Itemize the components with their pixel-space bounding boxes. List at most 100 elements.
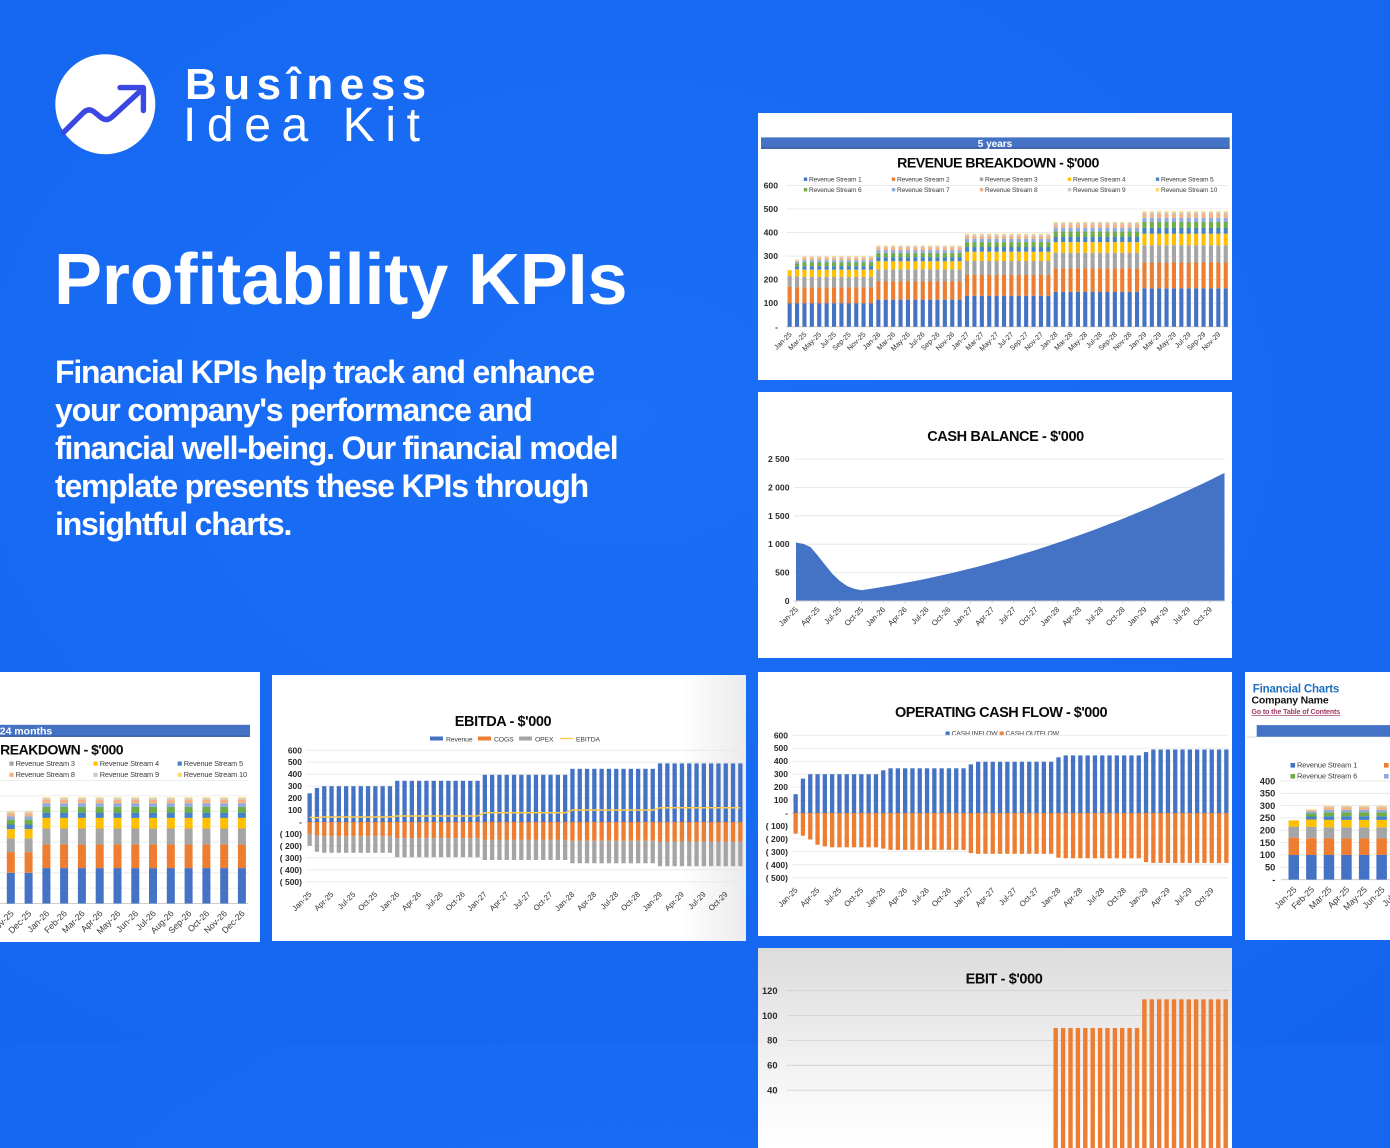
svg-text:Jul-25: Jul-25	[1380, 884, 1390, 908]
svg-text:Jul-28: Jul-28	[1084, 605, 1105, 626]
svg-text:Revenue Stream 6: Revenue Stream 6	[809, 187, 862, 194]
svg-text:Jul-26: Jul-26	[909, 605, 930, 626]
svg-text:Jul-28: Jul-28	[1085, 886, 1106, 907]
svg-text:Go to the Table of Contents: Go to the Table of Contents	[1252, 709, 1341, 716]
svg-text:500: 500	[775, 568, 790, 578]
svg-text:Revenue Stream 1: Revenue Stream 1	[809, 176, 862, 183]
svg-text:EBITDA: EBITDA	[576, 737, 601, 744]
svg-text:Revenue: Revenue	[446, 737, 473, 744]
svg-text:Apr-27: Apr-27	[488, 890, 511, 913]
svg-text:Oct-29: Oct-29	[1191, 605, 1214, 628]
svg-text:350: 350	[1260, 789, 1276, 799]
svg-text:400: 400	[774, 756, 788, 766]
svg-text:( 400): ( 400)	[280, 865, 302, 875]
svg-text:Apr-27: Apr-27	[973, 605, 996, 628]
svg-text:Jan-25: Jan-25	[776, 885, 800, 909]
svg-text:REVENUE BREAKDOWN - $'000: REVENUE BREAKDOWN - $'000	[897, 156, 1099, 172]
svg-text:Apr-25: Apr-25	[799, 605, 822, 628]
svg-text:Jan-29: Jan-29	[641, 890, 664, 913]
svg-text:( 300): ( 300)	[766, 847, 788, 857]
svg-text:Jul-27: Jul-27	[997, 605, 1018, 626]
svg-text:400: 400	[288, 769, 302, 779]
svg-text:300: 300	[1260, 801, 1276, 811]
svg-text:Revenue Stream 7: Revenue Stream 7	[897, 187, 950, 194]
svg-text:( 300): ( 300)	[280, 853, 302, 863]
svg-text:Jan-26: Jan-26	[864, 605, 887, 628]
svg-text:( 500): ( 500)	[280, 877, 302, 887]
svg-text:Revenue Stream 8: Revenue Stream 8	[16, 770, 75, 779]
svg-text:REVENUE BREAKDOWN - $'000: REVENUE BREAKDOWN - $'000	[0, 742, 124, 758]
svg-text:Apr-29: Apr-29	[663, 890, 686, 913]
svg-text:24 months: 24 months	[0, 725, 52, 737]
svg-text:Jul-25: Jul-25	[336, 889, 358, 911]
svg-text:100: 100	[764, 298, 779, 308]
svg-text:40: 40	[767, 1086, 777, 1096]
svg-text:Jul-27: Jul-27	[997, 886, 1018, 907]
svg-text:Apr-27: Apr-27	[974, 886, 997, 909]
svg-text:-: -	[785, 808, 788, 818]
svg-text:1 500: 1 500	[768, 511, 790, 521]
svg-text:Jan-26: Jan-26	[378, 890, 401, 913]
svg-text:Revenue Stream 9: Revenue Stream 9	[1073, 187, 1126, 194]
svg-text:Oct-27: Oct-27	[1017, 605, 1040, 628]
svg-text:Oct-25: Oct-25	[843, 605, 866, 628]
svg-text:200: 200	[288, 793, 302, 803]
svg-text:Oct-28: Oct-28	[1104, 605, 1127, 628]
svg-text:300: 300	[764, 251, 779, 261]
svg-text:Oct-28: Oct-28	[619, 890, 642, 913]
svg-text:( 100): ( 100)	[280, 829, 302, 839]
svg-text:Jan-28: Jan-28	[553, 890, 576, 913]
svg-text:300: 300	[288, 781, 302, 791]
svg-text:200: 200	[764, 275, 779, 285]
svg-text:Apr-25: Apr-25	[798, 885, 821, 908]
svg-text:Jul-29: Jul-29	[686, 890, 707, 911]
svg-text:300: 300	[774, 769, 788, 779]
svg-text:( 200): ( 200)	[280, 841, 302, 851]
svg-text:2 500: 2 500	[768, 454, 790, 464]
svg-text:Apr-28: Apr-28	[1060, 605, 1083, 628]
svg-text:0: 0	[785, 596, 790, 606]
svg-text:Jul-25: Jul-25	[822, 885, 844, 907]
svg-text:600: 600	[764, 180, 779, 190]
svg-text:( 200): ( 200)	[766, 834, 788, 844]
svg-text:Revenue Stream 2: Revenue Stream 2	[897, 176, 950, 183]
svg-text:Oct-25: Oct-25	[842, 885, 865, 908]
svg-text:Jan-29: Jan-29	[1126, 605, 1149, 628]
svg-text:60: 60	[767, 1061, 777, 1071]
svg-text:Oct-25: Oct-25	[356, 889, 379, 912]
svg-text:-: -	[299, 817, 302, 827]
svg-text:Revenue Stream 1: Revenue Stream 1	[1297, 761, 1357, 770]
svg-text:Oct-29: Oct-29	[1193, 886, 1216, 909]
svg-text:Revenue Stream 10: Revenue Stream 10	[184, 770, 247, 779]
svg-text:400: 400	[764, 228, 779, 238]
svg-text:Jan-25: Jan-25	[290, 889, 314, 913]
svg-text:Financial Charts: Financial Charts	[1253, 684, 1339, 696]
svg-text:Jul-27: Jul-27	[511, 890, 532, 911]
svg-text:50: 50	[1265, 863, 1275, 873]
svg-text:1 000: 1 000	[768, 539, 790, 549]
svg-text:Jan-25: Jan-25	[777, 605, 800, 628]
svg-text:600: 600	[774, 730, 788, 740]
svg-text:Jan-27: Jan-27	[465, 890, 488, 913]
svg-text:Apr-26: Apr-26	[886, 605, 909, 628]
svg-text:120: 120	[762, 986, 778, 996]
svg-text:Jul-26: Jul-26	[424, 890, 445, 911]
svg-text:Oct-29: Oct-29	[707, 890, 730, 913]
svg-text:Revenue Stream 3: Revenue Stream 3	[985, 176, 1038, 183]
svg-text:Apr-26: Apr-26	[886, 886, 909, 909]
svg-text:Jul-29: Jul-29	[1172, 886, 1193, 907]
svg-text:Revenue Stream 5: Revenue Stream 5	[184, 759, 243, 768]
svg-text:100: 100	[288, 805, 302, 815]
svg-text:EBIT - $'000: EBIT - $'000	[966, 972, 1043, 988]
svg-text:Revenue Stream 4: Revenue Stream 4	[100, 759, 159, 768]
svg-text:100: 100	[774, 795, 788, 805]
svg-text:Jan-28: Jan-28	[1038, 605, 1061, 628]
svg-text:Revenue Stream 4: Revenue Stream 4	[1073, 176, 1126, 183]
svg-text:Oct-26: Oct-26	[444, 890, 467, 913]
svg-text:5 years: 5 years	[978, 139, 1013, 150]
svg-text:Jul-26: Jul-26	[910, 886, 931, 907]
svg-text:OPERATING CASH FLOW - $'000: OPERATING CASH FLOW - $'000	[895, 705, 1107, 721]
svg-text:80: 80	[767, 1036, 777, 1046]
svg-text:OPEX: OPEX	[535, 737, 554, 744]
svg-text:500: 500	[764, 204, 779, 214]
